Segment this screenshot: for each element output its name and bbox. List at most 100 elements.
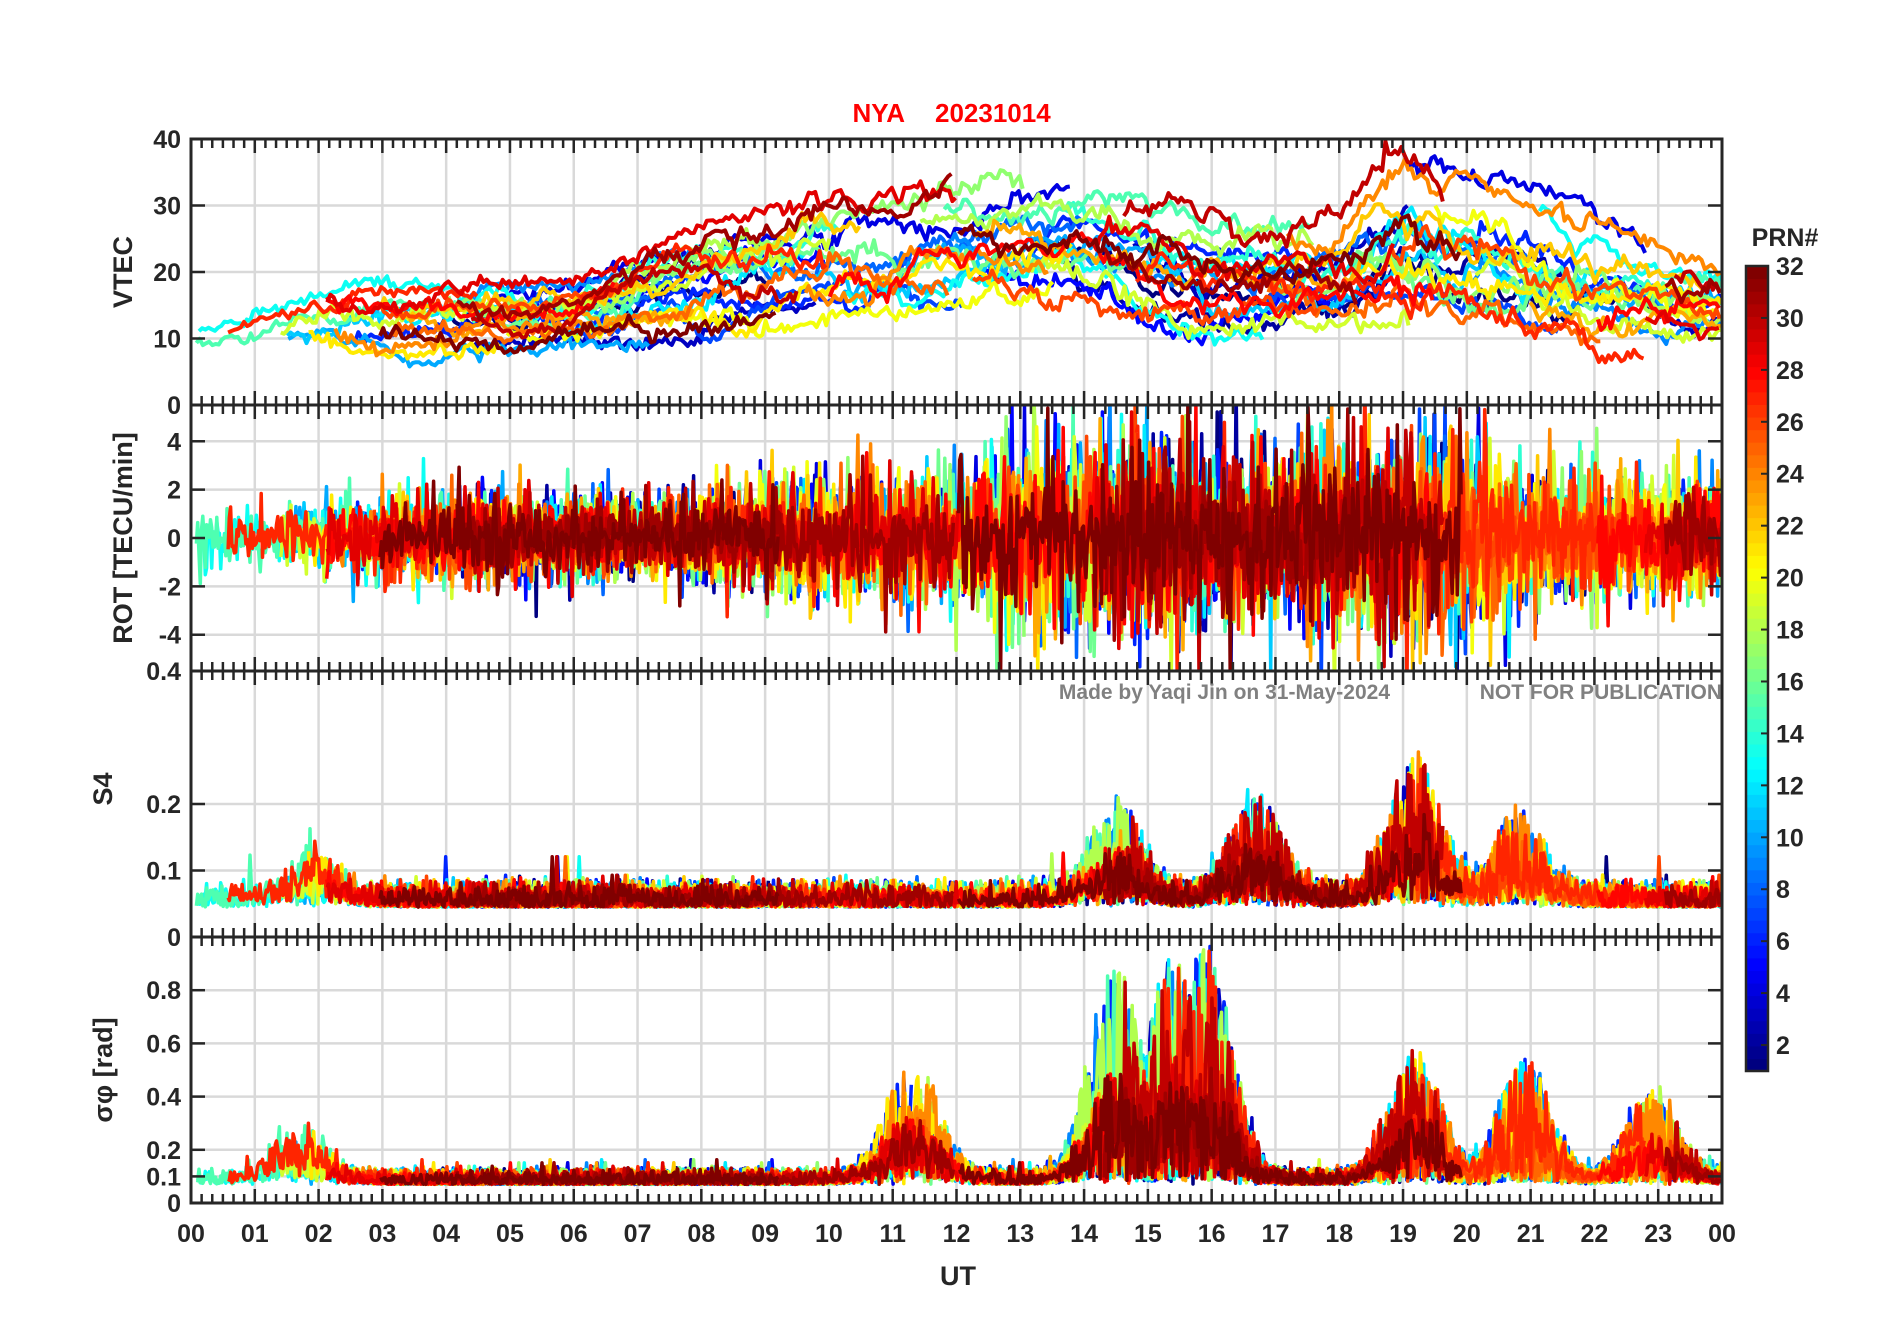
x-tick-label: 14: [1070, 1220, 1098, 1248]
series-prn-30: [1672, 485, 1722, 597]
colorbar-swatch: [1746, 479, 1768, 494]
x-tick-label: 15: [1134, 1220, 1162, 1248]
colorbar-tick-label: 2: [1776, 1032, 1790, 1060]
x-tick-label: 09: [751, 1220, 779, 1248]
y-tick-label: 0.2: [146, 1137, 181, 1165]
series-prn-27: [1135, 251, 1645, 365]
chart-title-station: NYA: [852, 98, 905, 128]
series-prn-18: [919, 192, 1315, 258]
y-axis-label: VTEC: [108, 236, 138, 308]
series-prn-31: [1663, 491, 1722, 577]
series-prn-31: [1102, 246, 1358, 305]
series-prn-30: [470, 262, 799, 340]
series-prn-20: [505, 280, 1055, 343]
colorbar-tick-label: 30: [1776, 305, 1804, 333]
colorbar-swatch: [1746, 266, 1768, 280]
colorbar-swatch: [1746, 580, 1768, 594]
colorbar-tick-label: 32: [1776, 253, 1804, 281]
colorbar-swatch: [1746, 517, 1768, 531]
colorbar-swatch: [1746, 567, 1768, 582]
series-prn-30: [1122, 139, 1445, 249]
series-prn-32: [957, 1072, 1463, 1187]
colorbar-swatch: [1746, 982, 1768, 997]
colorbar-swatch: [1746, 354, 1768, 368]
colorbar-swatch: [1746, 618, 1768, 632]
colorbar-swatch: [1746, 328, 1768, 343]
series-prn-19: [1024, 255, 1411, 340]
x-tick-label: 18: [1325, 1220, 1353, 1248]
x-tick-label: 23: [1644, 1220, 1672, 1248]
colorbar-swatch: [1746, 957, 1768, 971]
colorbar-swatch: [1746, 316, 1768, 330]
colorbar-swatch: [1746, 882, 1768, 896]
x-tick-label: 08: [687, 1220, 715, 1248]
colorbar-swatch: [1746, 844, 1768, 858]
colorbar-swatch: [1746, 391, 1768, 405]
colorbar-swatch: [1746, 1045, 1768, 1060]
colorbar-swatch: [1746, 894, 1768, 909]
y-tick-label: 4: [167, 428, 181, 456]
colorbar-swatch: [1746, 467, 1768, 481]
colorbar-tick-label: 26: [1776, 409, 1804, 437]
colorbar-tick-label: 24: [1776, 461, 1804, 489]
series-prn-28: [325, 281, 616, 325]
series-prn-30: [1673, 269, 1722, 292]
colorbar-swatch: [1746, 278, 1768, 292]
colorbar-swatch: [1746, 1020, 1768, 1034]
colorbar-swatch: [1746, 869, 1768, 883]
series-prn-29: [1091, 214, 1395, 285]
colorbar-tick-label: 8: [1776, 876, 1790, 904]
x-tick-label: 17: [1262, 1220, 1290, 1248]
colorbar-swatch: [1746, 366, 1768, 380]
vtec-series: [194, 139, 1722, 369]
series-prn-32: [956, 405, 1463, 671]
colorbar-swatch: [1746, 379, 1768, 393]
series-prn-28: [1595, 296, 1721, 332]
colorbar-swatch: [1746, 530, 1768, 544]
colorbar-swatch: [1746, 303, 1768, 317]
colorbar-box: [1744, 264, 1770, 1073]
colorbar-tick-label: 22: [1776, 513, 1804, 541]
series-prn-23: [1528, 301, 1722, 339]
x-tick-label: 13: [1006, 1220, 1034, 1248]
colorbar-swatch: [1746, 668, 1768, 682]
s4-series: [194, 750, 1722, 909]
y-tick-label: -2: [159, 573, 181, 601]
series-prn-8: [523, 214, 1082, 317]
y-tick-label: 0.1: [146, 858, 181, 886]
colorbar-swatch: [1746, 794, 1768, 808]
colorbar-swatch: [1746, 555, 1768, 569]
colorbar-swatch: [1746, 756, 1768, 770]
x-tick-label: 06: [560, 1220, 588, 1248]
y-tick-label: 0: [167, 1190, 181, 1218]
x-tick-label: 10: [815, 1220, 843, 1248]
rot-series: [194, 405, 1722, 671]
y-tick-label: 2: [167, 477, 181, 505]
series-prn-31: [1663, 1146, 1722, 1185]
y-axis-label: σφ [rad]: [88, 1017, 118, 1122]
y-axis-label: ROT [TECU/min]: [108, 432, 138, 643]
colorbar-swatch: [1746, 819, 1768, 833]
colorbar-tick-label: 18: [1776, 617, 1804, 645]
y-tick-label: 0.2: [146, 791, 181, 819]
x-tick-label: 04: [432, 1220, 460, 1248]
x-tick-label: 20: [1453, 1220, 1481, 1248]
colorbar-swatch: [1746, 643, 1768, 657]
series-prn-21: [1343, 256, 1722, 308]
x-tick-label: 12: [943, 1220, 971, 1248]
x-tick-label: 11: [879, 1220, 906, 1248]
colorbar-swatch: [1746, 693, 1768, 707]
colorbar-tick-label: 4: [1776, 980, 1790, 1008]
series-prn-4: [1404, 154, 1647, 254]
colorbar-swatch: [1746, 706, 1768, 720]
colorbar-tick-label: 10: [1776, 824, 1804, 852]
colorbar-swatch: [1746, 504, 1768, 519]
colorbar-swatch: [1746, 429, 1768, 443]
x-tick-label: 00: [1708, 1220, 1736, 1248]
colorbar-swatch: [1746, 832, 1768, 846]
colorbar-tick-label: 12: [1776, 772, 1804, 800]
series-prn-32: [956, 812, 1463, 909]
colorbar-swatch: [1746, 718, 1768, 732]
series-prn-25: [387, 251, 950, 345]
